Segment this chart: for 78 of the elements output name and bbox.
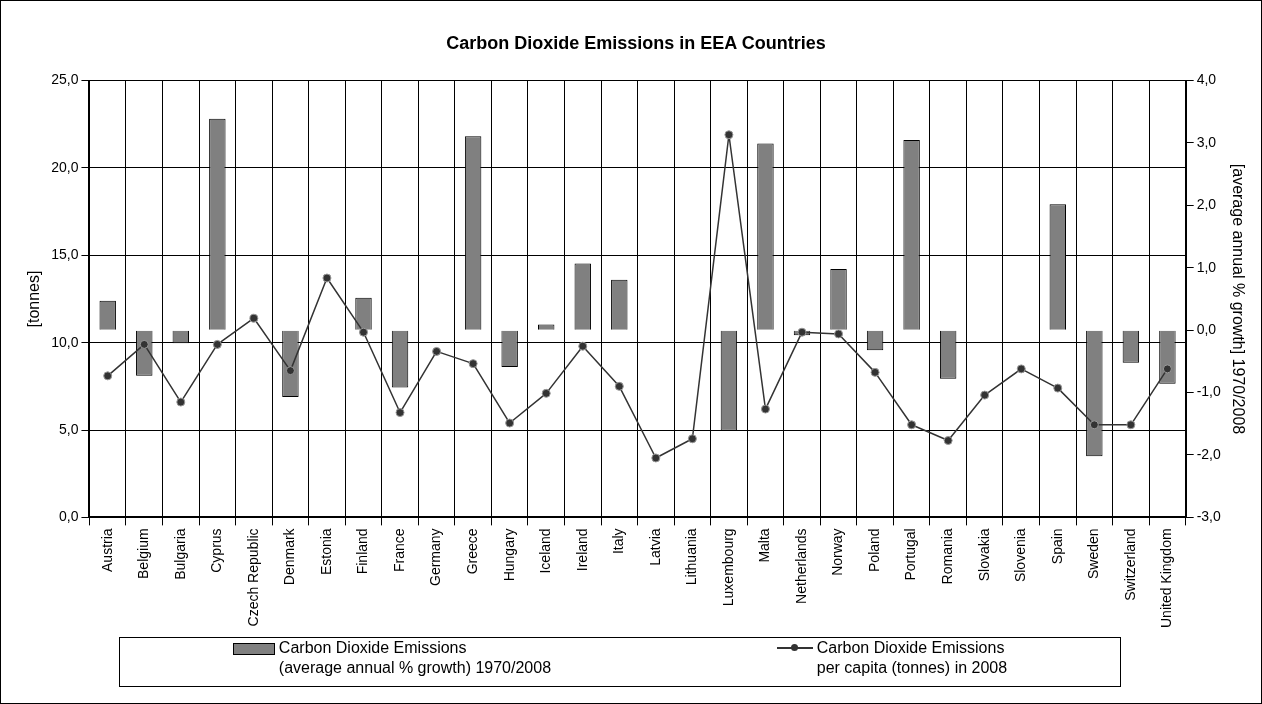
- point: [541, 388, 551, 398]
- x-tick-label: Norway: [829, 528, 846, 576]
- y-tick-label: 20,0: [51, 158, 79, 175]
- x-tick-label: Greece: [463, 528, 480, 575]
- y2-tick-label: 1,0: [1196, 258, 1217, 275]
- y-tick-label: 15,0: [51, 246, 79, 263]
- x-tick-label: United Kingdom: [1158, 528, 1175, 629]
- x-tick-label: Estonia: [317, 528, 334, 576]
- point: [1016, 364, 1026, 374]
- y2-tick-label: 3,0: [1196, 133, 1217, 150]
- x-tick-label: Hungary: [500, 528, 517, 582]
- x-tick-label: Poland: [865, 528, 882, 572]
- x-tick-label: Finland: [354, 528, 371, 575]
- x-tick-label: Netherlands: [792, 528, 809, 604]
- x-tick-label: Lithuania: [683, 528, 700, 586]
- point: [614, 381, 624, 391]
- legend-label: Carbon Dioxide Emissions (average annual % growth) 1970/2008: [278, 638, 552, 678]
- y2-tick-label: 4,0: [1196, 71, 1217, 88]
- point: [834, 329, 844, 339]
- y2-tick-label: -3,0: [1196, 508, 1222, 525]
- point: [322, 273, 332, 283]
- point: [249, 313, 259, 323]
- y-tick-label: 25,0: [51, 71, 79, 88]
- point: [870, 367, 880, 377]
- point: [468, 359, 478, 369]
- point: [907, 420, 917, 430]
- y-tick-label: 10,0: [51, 333, 79, 350]
- point: [943, 436, 953, 446]
- y2-tick-label: -2,0: [1196, 445, 1222, 462]
- y2-tick-label: 0,0: [1196, 321, 1217, 338]
- y-tick-label: 0,0: [58, 508, 79, 525]
- y2-tick-label: -1,0: [1196, 383, 1222, 400]
- point: [1089, 420, 1099, 430]
- x-tick-label: Switzerland: [1121, 528, 1138, 601]
- point: [1162, 364, 1172, 374]
- y-axis-title: [tonnes]: [25, 270, 43, 328]
- y2-axis-title: [average annual % growth] 1970/2008: [1229, 163, 1247, 435]
- point: [359, 327, 369, 337]
- point: [760, 404, 770, 414]
- x-tick-label: Belgium: [135, 528, 152, 579]
- point: [1126, 420, 1136, 430]
- x-tick-label: Bulgaria: [171, 528, 188, 580]
- point: [505, 418, 515, 428]
- x-tick-label: Sweden: [1085, 528, 1102, 579]
- x-tick-label: Romania: [939, 528, 956, 585]
- x-tick-label: Cyprus: [208, 528, 225, 573]
- y2-tick-label: 2,0: [1196, 196, 1217, 213]
- x-tick-label: Italy: [610, 528, 627, 555]
- point: [212, 339, 222, 349]
- x-tick-label: Ireland: [573, 528, 590, 572]
- point: [651, 453, 661, 463]
- x-tick-label: Austria: [98, 528, 115, 572]
- point: [687, 434, 697, 444]
- x-tick-label: Denmark: [281, 527, 298, 586]
- point: [395, 408, 405, 418]
- point: [103, 371, 113, 381]
- x-tick-label: Slovenia: [1012, 528, 1029, 583]
- point: [1053, 383, 1063, 393]
- point: [432, 346, 442, 356]
- legend-label: Carbon Dioxide Emissions per capita (tonnes) in 2008: [816, 638, 1008, 678]
- x-tick-label: Spain: [1048, 528, 1065, 565]
- chart-title: Carbon Dioxide Emissions in EEA Countries: [446, 32, 826, 53]
- x-tick-label: Luxembourg: [719, 528, 736, 607]
- point: [724, 130, 734, 140]
- x-tick-label: Czech Republic: [244, 528, 261, 627]
- x-tick-label: France: [390, 528, 407, 572]
- x-tick-label: Malta: [756, 528, 773, 563]
- x-tick-label: Iceland: [537, 528, 554, 574]
- point: [176, 397, 186, 407]
- y-tick-label: 5,0: [58, 420, 79, 437]
- point: [578, 341, 588, 351]
- point: [139, 339, 149, 349]
- x-tick-label: Germany: [427, 528, 444, 586]
- x-tick-label: Portugal: [902, 528, 919, 581]
- point: [285, 366, 295, 376]
- point: [980, 390, 990, 400]
- x-tick-label: Slovakia: [975, 528, 992, 582]
- x-tick-label: Latvia: [646, 528, 663, 566]
